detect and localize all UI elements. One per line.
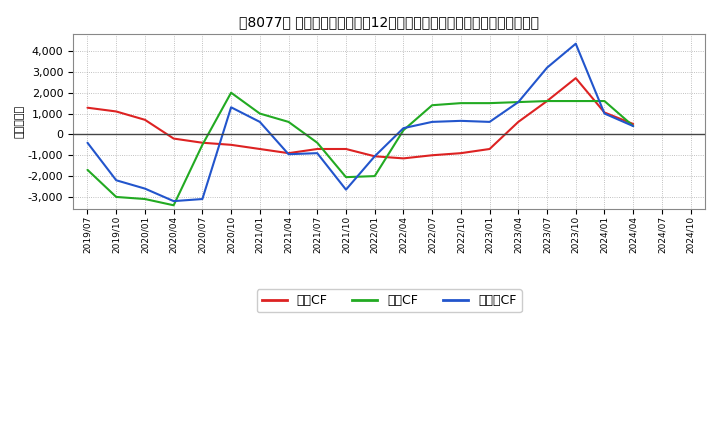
投資CF (140, 196, 149, 202)
フリーCF (84, 140, 92, 145)
Y-axis label: （百万円）: （百万円） (15, 105, 25, 139)
営業CF (84, 105, 92, 110)
投資CF (428, 103, 436, 108)
営業CF (485, 147, 494, 152)
投資CF (313, 140, 322, 145)
営業CF (514, 119, 523, 125)
営業CF (572, 76, 580, 81)
投資CF (84, 167, 92, 172)
投資CF (456, 100, 465, 106)
投資CF (370, 173, 379, 179)
営業CF (198, 140, 207, 145)
フリーCF (428, 119, 436, 125)
営業CF (399, 156, 408, 161)
Line: 営業CF: 営業CF (88, 78, 633, 158)
Legend: 営業CF, 投資CF, フリーCF: 営業CF, 投資CF, フリーCF (256, 289, 521, 312)
Title: ［8077］ キャッシュフローの12か月移動合計の対前年同期増減額の推移: ［8077］ キャッシュフローの12か月移動合計の対前年同期増減額の推移 (239, 15, 539, 29)
投資CF (572, 99, 580, 104)
投資CF (399, 128, 408, 133)
投資CF (485, 100, 494, 106)
Line: 投資CF: 投資CF (88, 93, 633, 205)
営業CF (140, 117, 149, 122)
営業CF (169, 136, 178, 141)
営業CF (227, 142, 235, 147)
フリーCF (399, 125, 408, 131)
投資CF (543, 99, 552, 104)
投資CF (514, 99, 523, 105)
営業CF (629, 121, 637, 127)
投資CF (342, 175, 351, 180)
フリーCF (629, 124, 637, 129)
Line: フリーCF: フリーCF (88, 44, 633, 201)
営業CF (284, 150, 293, 156)
投資CF (227, 90, 235, 95)
フリーCF (600, 111, 609, 116)
フリーCF (198, 196, 207, 202)
フリーCF (313, 150, 322, 156)
フリーCF (456, 118, 465, 124)
フリーCF (112, 178, 120, 183)
投資CF (256, 111, 264, 116)
営業CF (313, 147, 322, 152)
営業CF (428, 153, 436, 158)
フリーCF (256, 119, 264, 125)
フリーCF (514, 99, 523, 105)
フリーCF (543, 65, 552, 70)
フリーCF (140, 186, 149, 191)
フリーCF (227, 105, 235, 110)
営業CF (112, 109, 120, 114)
フリーCF (485, 119, 494, 125)
投資CF (169, 203, 178, 208)
投資CF (112, 194, 120, 200)
フリーCF (284, 151, 293, 157)
投資CF (284, 119, 293, 125)
投資CF (629, 124, 637, 129)
営業CF (370, 154, 379, 159)
営業CF (342, 147, 351, 152)
営業CF (256, 147, 264, 152)
フリーCF (572, 41, 580, 46)
営業CF (543, 99, 552, 104)
投資CF (198, 142, 207, 147)
営業CF (600, 110, 609, 115)
営業CF (456, 150, 465, 156)
投資CF (600, 99, 609, 104)
フリーCF (370, 154, 379, 159)
フリーCF (169, 198, 178, 204)
フリーCF (342, 187, 351, 192)
